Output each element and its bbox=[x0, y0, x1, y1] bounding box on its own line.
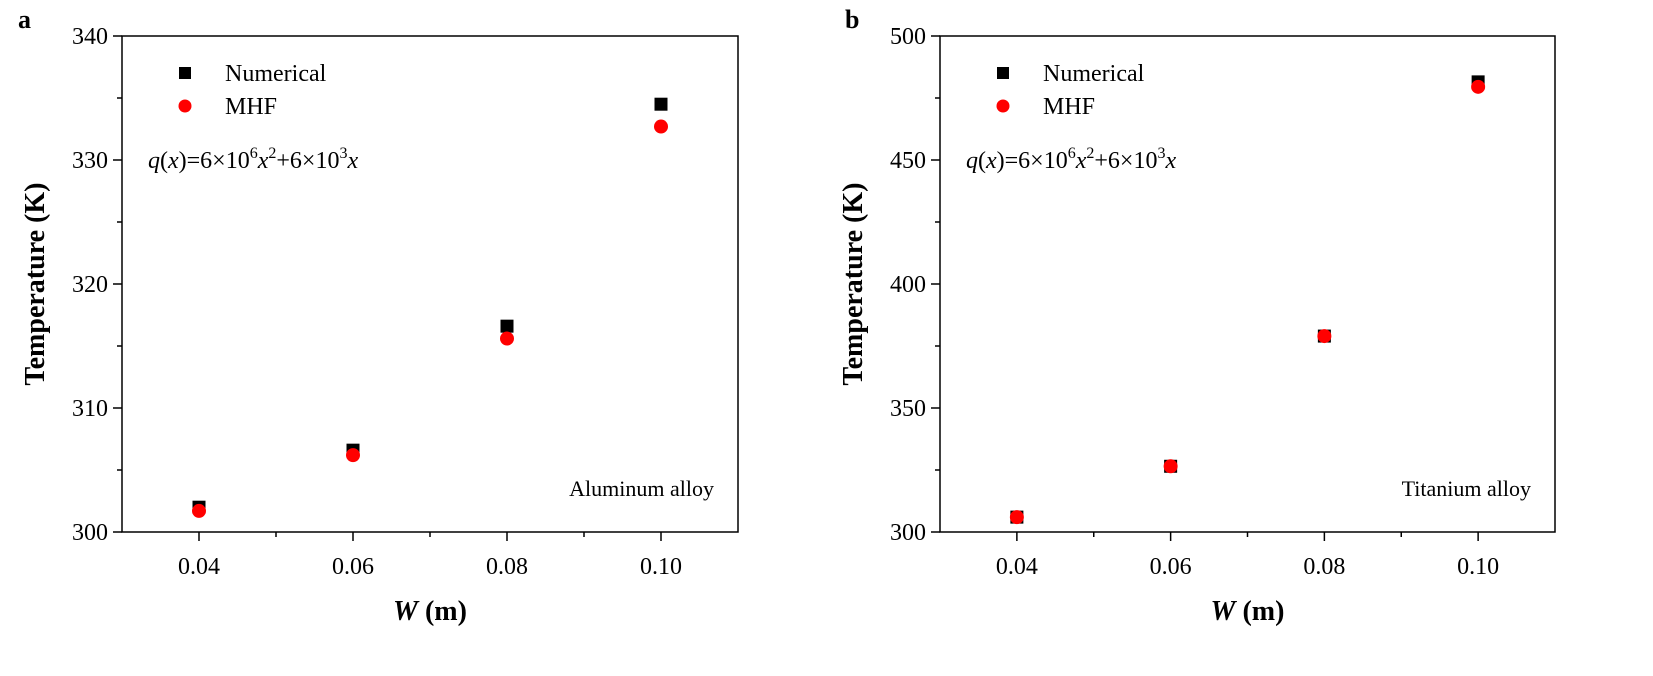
x-axis-title-part: W bbox=[393, 596, 420, 627]
x-tick-label: 0.10 bbox=[1457, 554, 1499, 580]
point bbox=[1009, 510, 1024, 525]
x-tick-label: 0.08 bbox=[486, 554, 528, 580]
point bbox=[346, 448, 360, 463]
formula-part: +6×10 bbox=[276, 148, 339, 174]
y-tick-label: 300 bbox=[72, 520, 108, 546]
panel-label: b bbox=[845, 5, 859, 34]
legend-label: Numerical bbox=[225, 61, 327, 87]
plot-frame bbox=[939, 35, 1556, 533]
formula-part: x bbox=[167, 148, 179, 174]
point bbox=[192, 503, 206, 518]
legend-label: Numerical bbox=[1043, 61, 1145, 87]
formula-part: ( bbox=[978, 148, 986, 174]
formula-part: )=6×10 bbox=[179, 148, 250, 174]
point bbox=[654, 97, 668, 111]
panel-label: a bbox=[18, 5, 31, 34]
point bbox=[500, 331, 514, 346]
y-tick-label: 340 bbox=[72, 24, 108, 50]
legend-marker bbox=[178, 99, 192, 113]
formula-part: x bbox=[1075, 148, 1087, 174]
x-tick-label: 0.06 bbox=[1150, 554, 1192, 580]
formula-part: 6 bbox=[1068, 145, 1076, 162]
y-tick-label: 300 bbox=[890, 520, 926, 546]
x-axis-title: W (m) bbox=[393, 596, 467, 627]
formula-part: x bbox=[1164, 148, 1176, 174]
formula: q(x)=6×106x2+6×103x bbox=[966, 145, 1176, 174]
formula-part: x bbox=[346, 148, 358, 174]
formula-part: 2 bbox=[268, 145, 276, 162]
point bbox=[1471, 79, 1486, 94]
y-tick-label: 330 bbox=[72, 148, 108, 174]
legend-marker bbox=[179, 67, 191, 79]
x-axis-title: W (m) bbox=[1211, 596, 1285, 627]
x-axis-title-part: W bbox=[1211, 596, 1238, 627]
formula-part: x bbox=[257, 148, 269, 174]
y-tick-label: 500 bbox=[890, 24, 926, 50]
x-axis-title-part: (m) bbox=[1235, 596, 1284, 627]
y-tick-label: 450 bbox=[890, 148, 926, 174]
x-tick-label: 0.04 bbox=[996, 554, 1038, 580]
formula-part: )=6×10 bbox=[997, 148, 1068, 174]
formula: q(x)=6×106x2+6×103x bbox=[148, 145, 358, 174]
x-axis-title-part: (m) bbox=[418, 596, 467, 627]
formula-part: 3 bbox=[1157, 145, 1165, 162]
x-tick-label: 0.08 bbox=[1303, 554, 1345, 580]
y-axis-title: Temperature (K) bbox=[838, 183, 869, 386]
plot-frame bbox=[121, 35, 739, 533]
y-tick-label: 310 bbox=[72, 396, 108, 422]
annotation: Titanium alloy bbox=[1402, 476, 1531, 501]
formula-part: q bbox=[148, 148, 160, 174]
x-tick-label: 0.04 bbox=[178, 554, 220, 580]
x-tick-label: 0.06 bbox=[332, 554, 374, 580]
formula-part: 2 bbox=[1086, 145, 1094, 162]
legend-label: MHF bbox=[1043, 94, 1095, 120]
point bbox=[1163, 459, 1178, 474]
point bbox=[500, 319, 514, 333]
formula-part: +6×10 bbox=[1094, 148, 1157, 174]
formula-part: 6 bbox=[250, 145, 258, 162]
formula-part: x bbox=[985, 148, 997, 174]
formula-part: q bbox=[966, 148, 978, 174]
point bbox=[1317, 329, 1332, 344]
formula-part: ( bbox=[160, 148, 168, 174]
formula-part: 3 bbox=[339, 145, 347, 162]
y-axis-title: Temperature (K) bbox=[20, 183, 51, 386]
point bbox=[654, 119, 668, 134]
y-tick-label: 400 bbox=[890, 272, 926, 298]
x-tick-label: 0.10 bbox=[640, 554, 682, 580]
legend-marker bbox=[996, 99, 1010, 113]
y-tick-label: 350 bbox=[890, 396, 926, 422]
annotation: Aluminum alloy bbox=[569, 476, 714, 501]
legend-label: MHF bbox=[225, 94, 277, 120]
legend-marker bbox=[997, 67, 1009, 79]
y-tick-label: 320 bbox=[72, 272, 108, 298]
